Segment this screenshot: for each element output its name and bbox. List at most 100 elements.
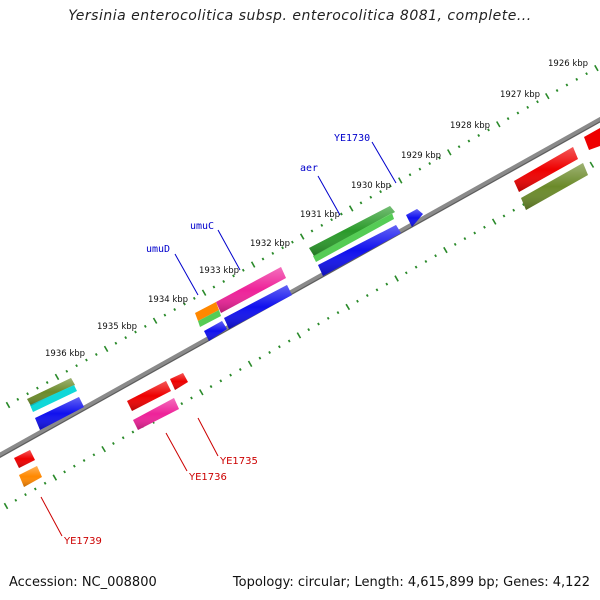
scale-label: 1934 kbp bbox=[148, 295, 188, 305]
scale-tick-minor bbox=[45, 381, 49, 385]
scale-tick-minor bbox=[424, 259, 428, 263]
scale-tick-minor bbox=[575, 77, 579, 81]
gene-umud[interactable] bbox=[195, 302, 221, 327]
scale-tick-minor bbox=[340, 212, 343, 216]
scale-label: 1929 kbp bbox=[401, 151, 441, 161]
scale-tick-major bbox=[54, 373, 60, 381]
scale-tick-minor bbox=[428, 162, 432, 166]
gene-ye1730[interactable] bbox=[406, 209, 423, 227]
scale-tick-minor bbox=[63, 470, 66, 474]
scale-tick-minor bbox=[36, 386, 39, 390]
scale-tick-minor bbox=[467, 139, 471, 143]
scale-tick-minor bbox=[506, 117, 510, 121]
scale-tick-minor bbox=[16, 397, 20, 401]
scale-tick-minor bbox=[408, 173, 412, 177]
gene-blue-block-1[interactable] bbox=[318, 225, 401, 276]
scale-tick-minor bbox=[92, 453, 96, 457]
scale-tick-major bbox=[398, 177, 403, 184]
scale-tick-major bbox=[247, 360, 253, 367]
reverse-labels: YE1735 YE1736 YE1739 bbox=[40, 417, 258, 547]
scale-tick-minor bbox=[512, 208, 516, 212]
gene-red-left[interactable] bbox=[14, 450, 35, 468]
scale-tick-minor bbox=[222, 279, 226, 283]
scale-tick-minor bbox=[438, 156, 441, 160]
scale-tick-minor bbox=[317, 322, 320, 326]
scale-tick-minor bbox=[457, 145, 461, 149]
scale-tick-major bbox=[101, 445, 106, 453]
scale-tick-minor bbox=[310, 229, 314, 233]
gene-aer[interactable] bbox=[309, 206, 395, 262]
scale-tick-minor bbox=[85, 358, 88, 362]
scale-tick-minor bbox=[124, 336, 128, 340]
gene-olive-right[interactable] bbox=[521, 163, 588, 210]
gene-label-ye1736[interactable]: YE1736 bbox=[188, 472, 227, 483]
scale-tick-minor bbox=[326, 316, 330, 320]
gene-ye1736[interactable] bbox=[133, 398, 179, 430]
scale-label: 1933 kbp bbox=[199, 266, 239, 276]
gene-ye1739[interactable] bbox=[19, 466, 42, 487]
scale-tick-minor bbox=[190, 396, 193, 400]
gene-blue-small[interactable] bbox=[204, 321, 227, 341]
gene-label-ye1730[interactable]: YE1730 bbox=[334, 133, 370, 144]
scale-tick-minor bbox=[65, 369, 69, 373]
scale-tick-minor bbox=[33, 487, 37, 491]
scale-tick-major bbox=[348, 205, 354, 212]
scale-tick-major bbox=[199, 389, 204, 396]
gene-olive-left[interactable] bbox=[27, 378, 77, 412]
scale-tick-major bbox=[152, 317, 158, 324]
gene-blue-left[interactable] bbox=[35, 397, 84, 430]
scale-tick-minor bbox=[173, 308, 177, 312]
gene-label-aer[interactable]: aer bbox=[300, 163, 318, 174]
scale-tick-minor bbox=[585, 72, 588, 76]
gene-label-ye1739[interactable]: YE1739 bbox=[63, 536, 102, 547]
scale-tick-minor bbox=[163, 313, 167, 317]
scale-tick-minor bbox=[516, 111, 520, 115]
genes-reverse bbox=[14, 147, 588, 487]
scale-tick-minor bbox=[258, 356, 262, 360]
scale-tick-major bbox=[345, 303, 351, 311]
genes-forward bbox=[27, 128, 600, 430]
scale-tick-minor bbox=[336, 311, 340, 315]
genome-backbone bbox=[0, 116, 600, 459]
gene-ye1735[interactable] bbox=[170, 373, 188, 390]
scale-label: 1930 kbp bbox=[351, 181, 391, 191]
scale-label: 1931 kbp bbox=[300, 210, 340, 220]
scale-tick-minor bbox=[241, 268, 245, 272]
scale-tick-minor bbox=[418, 167, 422, 171]
scale-tick-minor bbox=[414, 265, 418, 269]
scale-tick-minor bbox=[131, 430, 135, 434]
scale-tick-minor bbox=[375, 288, 379, 292]
scale-tick-major bbox=[103, 345, 109, 353]
scale-tick-major bbox=[491, 218, 497, 225]
scale-tick-minor bbox=[112, 441, 115, 445]
scale-tick-major bbox=[545, 92, 550, 100]
scale-tick-minor bbox=[320, 223, 324, 227]
gene-red-right-top[interactable] bbox=[584, 128, 600, 150]
scale-tick-minor bbox=[281, 246, 284, 250]
gene-label-ye1735[interactable]: YE1735 bbox=[219, 456, 258, 467]
scale-ticks-inner bbox=[3, 161, 595, 510]
scale-tick-minor bbox=[238, 368, 242, 371]
scale-tick-minor bbox=[356, 299, 359, 303]
scale-tick-minor bbox=[463, 237, 467, 241]
gene-blue-block-2[interactable] bbox=[224, 285, 292, 329]
scale-tick-minor bbox=[389, 184, 392, 188]
scale-tick-minor bbox=[209, 385, 213, 389]
scale-tick-major bbox=[3, 502, 9, 510]
scale-label: 1932 kbp bbox=[250, 239, 290, 249]
scale-tick-minor bbox=[526, 105, 530, 109]
scale-tick-minor bbox=[232, 274, 235, 278]
scale-tick-minor bbox=[75, 364, 78, 368]
scale-tick-minor bbox=[287, 339, 291, 343]
gene-umuc[interactable] bbox=[216, 267, 286, 313]
gene-red-mid[interactable] bbox=[127, 381, 171, 411]
scale-tick-minor bbox=[365, 294, 369, 298]
scale-tick-major bbox=[496, 121, 501, 128]
scale-tick-minor bbox=[487, 128, 490, 132]
gene-red-right[interactable] bbox=[514, 147, 578, 192]
scale-tick-major bbox=[250, 261, 256, 268]
gene-label-umuc[interactable]: umuC bbox=[190, 221, 214, 232]
scale-tick-minor bbox=[477, 133, 481, 137]
gene-label-umud[interactable]: umuD bbox=[146, 244, 170, 255]
